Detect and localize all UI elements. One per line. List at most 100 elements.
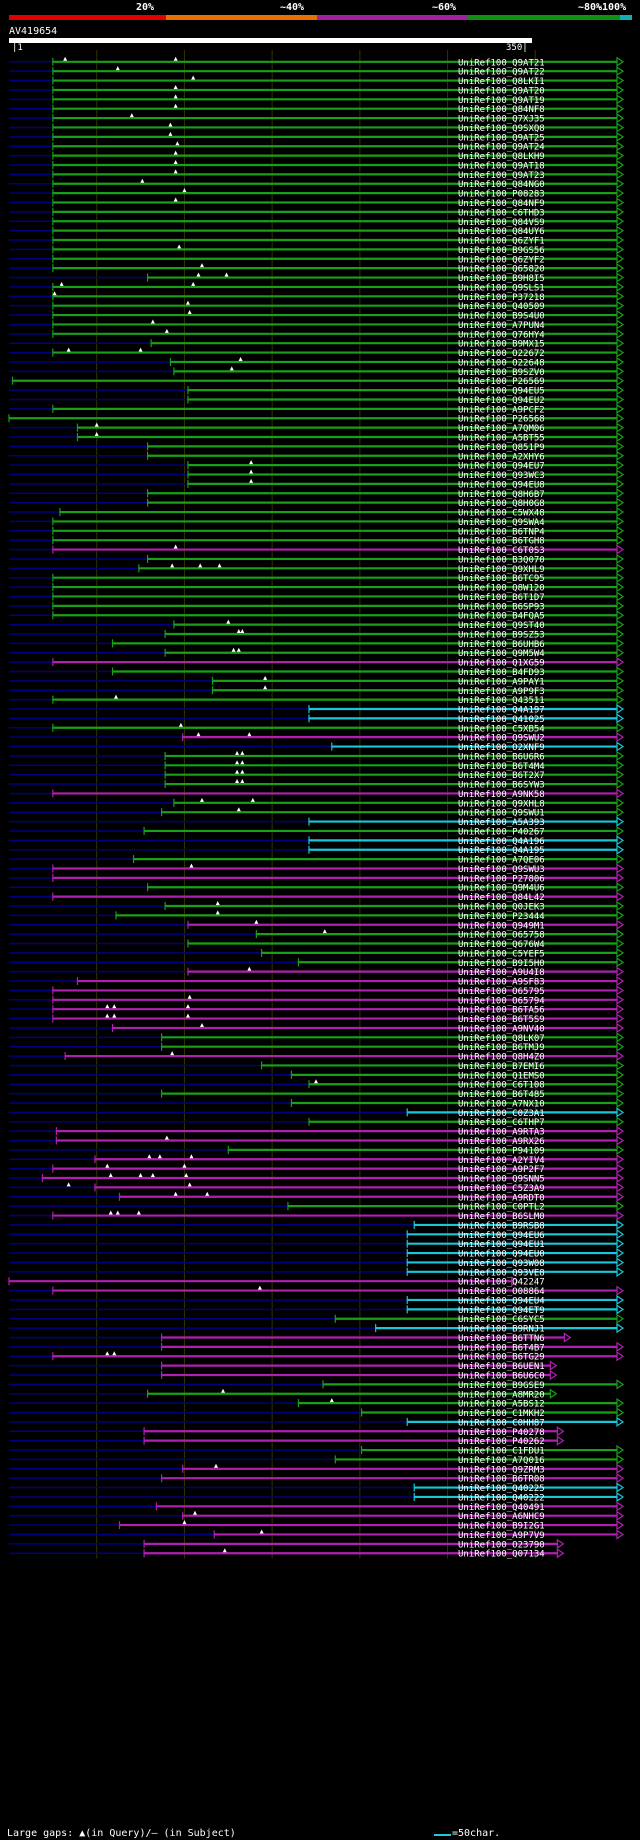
hit-row[interactable]: UniRef100_Q94ET9 [9, 1304, 625, 1316]
hit-row[interactable]: UniRef100_Q6ZYF2 [9, 253, 625, 266]
hit-label[interactable]: UniRef100_A7Q016 [458, 1456, 545, 1466]
hit-label[interactable]: UniRef100_Q7XJ35 [458, 115, 545, 125]
hit-label[interactable]: UniRef100_B9I5H0 [458, 959, 545, 969]
hit-row[interactable]: UniRef100_B6TNP4 [9, 525, 625, 538]
hit-label[interactable]: UniRef100_Q9AT19 [458, 96, 545, 106]
hit-row[interactable]: UniRef100_A9P7V9 [9, 1529, 625, 1541]
hit-row[interactable]: UniRef100_A7PUN4 [9, 319, 625, 331]
hit-row[interactable]: UniRef100_B9I2G1 [9, 1519, 625, 1532]
hit-label[interactable]: UniRef100_Q1XG59 [458, 659, 545, 669]
hit-label[interactable]: UniRef100_Q94EU7 [458, 462, 545, 472]
hit-row[interactable]: UniRef100_Q4A197 [9, 703, 625, 716]
hit-label[interactable]: UniRef100_P40262 [458, 1437, 545, 1447]
hit-label[interactable]: UniRef100_B6SLM0 [458, 1212, 545, 1222]
hit-row[interactable]: UniRef100_A5BS12 [9, 1398, 625, 1410]
hit-row[interactable]: UniRef100_Q93W08 [9, 1257, 625, 1269]
hit-row[interactable]: UniRef100_Q851P9 [9, 441, 625, 453]
hit-row[interactable]: UniRef100_Q4A196 [9, 835, 625, 847]
hit-label[interactable]: UniRef100_Q94EU5 [458, 387, 545, 397]
hit-row[interactable]: UniRef100_Q0JEK3 [9, 900, 625, 913]
hit-row[interactable]: UniRef100_Q949M1 [9, 919, 625, 932]
hit-row[interactable]: UniRef100_Q76HY4 [9, 328, 625, 341]
hit-row[interactable]: UniRef100_A8MR20 [9, 1388, 558, 1401]
hit-row[interactable]: UniRef100_Q40222 [9, 1491, 625, 1504]
hit-label[interactable]: UniRef100_O65758 [458, 931, 545, 941]
hit-label[interactable]: UniRef100_A9P9F3 [458, 687, 545, 697]
hit-label[interactable]: UniRef100_C1FDU1 [458, 1447, 545, 1457]
hit-row[interactable]: UniRef100_O65795 [9, 985, 625, 997]
hit-label[interactable]: UniRef100_A9SF83 [458, 978, 545, 988]
hit-row[interactable]: UniRef100_C6T108 [9, 1079, 625, 1091]
hit-label[interactable]: UniRef100_Q4A197 [458, 706, 545, 716]
hit-row[interactable]: UniRef100_Q9SWA4 [9, 516, 625, 528]
hit-row[interactable]: UniRef100_Q40225 [9, 1482, 625, 1495]
hit-row[interactable]: UniRef100_Q84L42 [9, 891, 625, 904]
hit-label[interactable]: UniRef100_B6T2X7 [458, 771, 545, 781]
hit-label[interactable]: UniRef100_A5BS12 [458, 1400, 545, 1410]
hit-label[interactable]: UniRef100_B7EMI6 [458, 1062, 545, 1072]
hit-label[interactable]: UniRef100_C1MKH2 [458, 1409, 545, 1419]
hit-row[interactable]: UniRef100_C5XB54 [9, 722, 625, 735]
hit-row[interactable]: UniRef100_Q9AT22 [9, 66, 625, 78]
hit-label[interactable]: UniRef100_Q9AT24 [458, 143, 545, 153]
hit-row[interactable]: UniRef100_A9P9F3 [9, 685, 625, 697]
hit-row[interactable]: UniRef100_B6SLM0 [9, 1210, 625, 1223]
hit-row[interactable]: UniRef100_B9MX15 [9, 338, 625, 350]
hit-row[interactable]: UniRef100_B9S4U0 [9, 309, 625, 322]
hit-row[interactable]: UniRef100_A9NK58 [9, 788, 625, 800]
hit-label[interactable]: UniRef100_B6TR08 [458, 1475, 545, 1485]
hit-row[interactable]: UniRef100_A9U4I8 [9, 966, 625, 979]
hit-label[interactable]: UniRef100_B6T1D7 [458, 593, 545, 603]
hit-row[interactable]: UniRef100_B6U6C0 [9, 1369, 558, 1382]
hit-label[interactable]: UniRef100_B9RNJ1 [458, 1325, 545, 1335]
hit-label[interactable]: UniRef100_Q6ZYF2 [458, 255, 545, 265]
hit-label[interactable]: UniRef100_C0Z3A1 [458, 1109, 545, 1119]
hit-label[interactable]: UniRef100_Q949M1 [458, 921, 545, 931]
hit-row[interactable]: UniRef100_A2XHY6 [9, 450, 625, 463]
hit-label[interactable]: UniRef100_Q9AT22 [458, 68, 545, 78]
hit-row[interactable]: UniRef100_A7NX10 [9, 1097, 625, 1110]
hit-row[interactable]: UniRef100_B6TGH8 [9, 535, 625, 547]
hit-label[interactable]: UniRef100_Q9SNN5 [458, 1175, 545, 1185]
hit-row[interactable]: UniRef100_P40262 [9, 1435, 565, 1448]
hit-row[interactable]: UniRef100_A5A393 [9, 816, 625, 829]
hit-label[interactable]: UniRef100_C6T108 [458, 1081, 545, 1091]
hit-row[interactable]: UniRef100_Q9XHL8 [9, 797, 625, 810]
hit-label[interactable]: UniRef100_C6THP7 [458, 1118, 545, 1128]
hit-label[interactable]: UniRef100_C5Z3A9 [458, 1184, 545, 1194]
hit-row[interactable]: UniRef100_Q9AT24 [9, 141, 625, 153]
hit-label[interactable]: UniRef100_Q8H0G8 [458, 499, 545, 509]
hit-label[interactable]: UniRef100_P26569 [458, 377, 545, 387]
hit-row[interactable]: UniRef100_B6TTN6 [9, 1332, 572, 1344]
hit-label[interactable]: UniRef100_B6UHB6 [458, 640, 545, 650]
hit-label[interactable]: UniRef100_A9P7V9 [458, 1531, 545, 1541]
hit-label[interactable]: UniRef100_Q94EU2 [458, 396, 545, 406]
hit-label[interactable]: UniRef100_Q93W08 [458, 1259, 545, 1269]
hit-label[interactable]: UniRef100_P27806 [458, 874, 545, 884]
hit-row[interactable]: UniRef100_Q9SLS1 [9, 281, 625, 294]
hit-row[interactable]: UniRef100_Q93WC3 [9, 469, 625, 482]
hit-row[interactable]: UniRef100_P40267 [9, 825, 625, 838]
hit-label[interactable]: UniRef100_A9RDT0 [458, 1193, 545, 1203]
hit-label[interactable]: UniRef100_Q9AT25 [458, 133, 545, 143]
hit-row[interactable]: UniRef100_Q84VS9 [9, 216, 625, 228]
hit-label[interactable]: UniRef100_Q07134 [458, 1550, 545, 1560]
hit-row[interactable]: UniRef100_C5WX48 [9, 506, 625, 519]
hit-label[interactable]: UniRef100_Q8LKI1 [458, 77, 545, 87]
hit-row[interactable]: UniRef100_Q65820 [9, 263, 625, 275]
hit-row[interactable]: UniRef100_Q9AT20 [9, 84, 625, 97]
hit-row[interactable]: UniRef100_B6U6R6 [9, 750, 625, 763]
hit-label[interactable]: UniRef100_Q84NF9 [458, 199, 545, 209]
hit-label[interactable]: UniRef100_O08864 [458, 1287, 545, 1297]
hit-label[interactable]: UniRef100_B9I2G1 [458, 1522, 545, 1532]
hit-row[interactable]: UniRef100_B9GS56 [9, 244, 625, 256]
hit-row[interactable]: UniRef100_C5YEF5 [9, 947, 625, 960]
hit-label[interactable]: UniRef100_B9RSB8 [458, 1221, 545, 1231]
hit-row[interactable]: UniRef100_Q8LK07 [9, 1032, 625, 1044]
hit-label[interactable]: UniRef100_B6T485 [458, 1090, 545, 1100]
hit-row[interactable]: UniRef100_B3Q070 [9, 553, 625, 566]
hit-label[interactable]: UniRef100_Q8LKH9 [458, 152, 545, 162]
hit-row[interactable]: UniRef100_A7QE06 [9, 853, 625, 866]
hit-row[interactable]: UniRef100_O22672 [9, 347, 625, 360]
hit-row[interactable]: UniRef100_C0PTL2 [9, 1201, 625, 1213]
